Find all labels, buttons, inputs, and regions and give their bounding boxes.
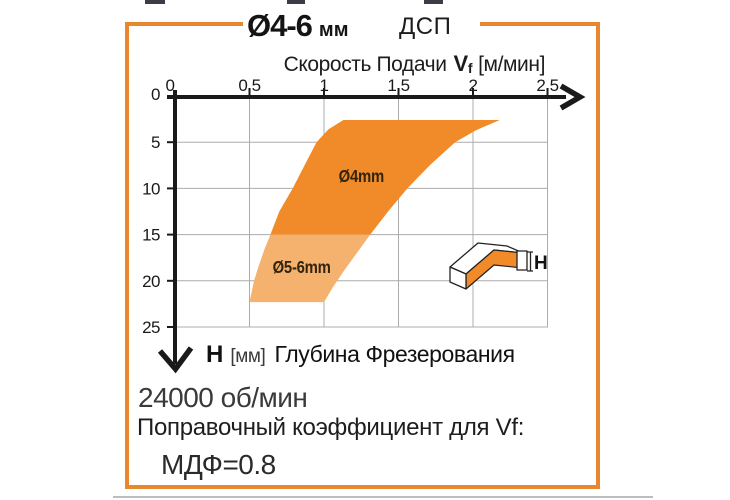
tool-diameter-unit: мм: [318, 19, 349, 41]
correction-coefficient-note: Поправочный коэффициент для Vf:: [137, 414, 525, 441]
title-border-gap: [243, 20, 480, 29]
y-axis-caption-text: Глубина Фрезерования: [274, 341, 515, 367]
tick-label: 2.5: [536, 76, 558, 95]
y-axis-arrow-icon: [157, 346, 194, 374]
tick-label: 2: [469, 76, 478, 95]
x-axis-arrow-icon: [559, 83, 586, 111]
tick-label: 5: [151, 133, 160, 152]
series-bands: [249, 120, 500, 303]
icon-depth-label: H: [534, 253, 548, 274]
x-axis-caption-text: Скорость Подачи: [283, 53, 447, 76]
tick-label: 10: [142, 179, 160, 198]
tick-label: 1.5: [387, 76, 409, 95]
axis-tick-labels: 0 0.5 1 1.5 2 2.5 0 5 10 15 20 25: [142, 76, 559, 337]
x-axis-units: [м/мин]: [478, 53, 545, 76]
y-axis-units: [мм]: [230, 346, 266, 367]
material-label: ДСП: [399, 13, 452, 40]
spindle-speed-note: 24000 об/мин: [138, 382, 308, 413]
tool-diameter-range: Ø4-6: [247, 8, 313, 43]
cropped-content-artifact: [113, 496, 653, 498]
tick-label: 0: [166, 76, 175, 95]
vf-symbol-subscript: f: [467, 60, 473, 76]
tick-label: 0.5: [238, 76, 260, 95]
vf-symbol: V: [453, 51, 469, 76]
tick-label: 25: [142, 318, 160, 337]
h-symbol: H: [206, 341, 224, 368]
band-region-Ø4mm: [270, 120, 500, 235]
cropped-content-artifact: [287, 0, 305, 4]
icon-depth-bracket: [527, 251, 533, 272]
cropped-content-artifact: [424, 0, 443, 4]
x-axis-caption: Скорость Подачи V f [м/мин]: [0, 51, 546, 77]
tick-label: 20: [142, 272, 160, 291]
card-title: Ø4-6 мм: [247, 8, 349, 44]
band-label: Ø4mm: [339, 167, 384, 186]
correction-coefficient-value: МДФ=0.8: [161, 449, 276, 480]
icon-end-slab: [516, 250, 528, 271]
band-label: Ø5-6mm: [273, 258, 331, 277]
cropped-content-artifact: [145, 0, 165, 4]
band-region-Ø5-6mm: [249, 234, 371, 303]
y-axis-caption: H [мм] Глубина Фрезерования: [206, 341, 515, 369]
series-band-labels: Ø4mm Ø5-6mm: [273, 167, 385, 277]
tick-label: 1: [320, 76, 329, 95]
tick-label: 15: [142, 226, 160, 245]
depth-workpiece-icon: H: [449, 242, 548, 290]
tick-label: 0: [151, 85, 160, 104]
icon-end-face: [449, 266, 467, 290]
